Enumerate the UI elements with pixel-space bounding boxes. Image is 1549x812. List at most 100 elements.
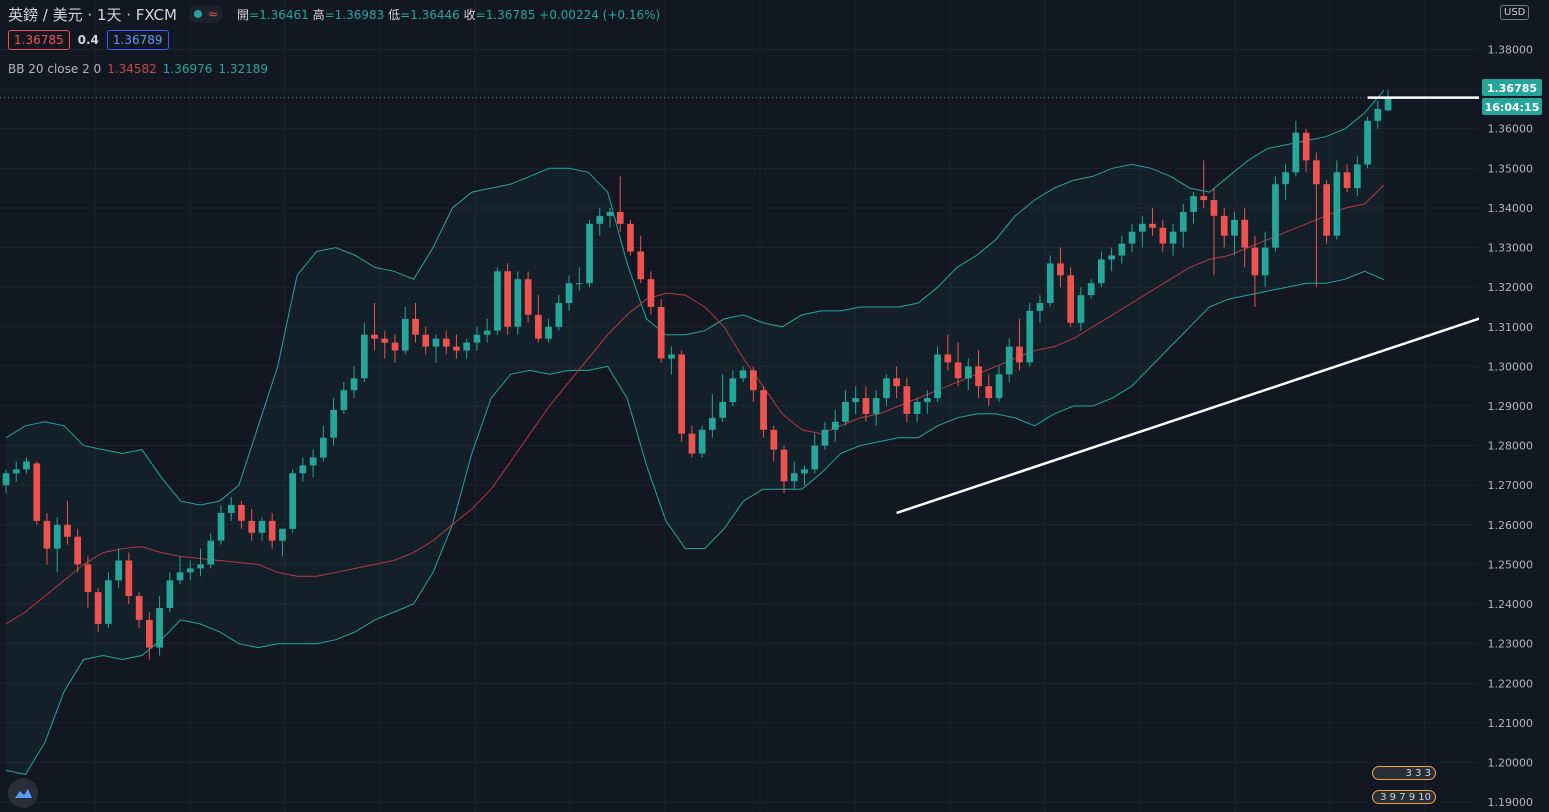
candle-body	[1190, 196, 1197, 212]
bollinger-label: BB 20 close 2 0	[8, 62, 102, 76]
candle-body	[217, 512, 225, 541]
ohlc-values: 開=1.36461 高=1.36983 低=1.36446 收=1.36785 …	[237, 6, 660, 23]
candle-body	[647, 279, 655, 307]
candle-body	[637, 251, 645, 280]
candle-body	[248, 520, 256, 533]
candle-body	[64, 524, 71, 537]
candle-body	[1200, 196, 1208, 201]
bid-ask: 1.36785 0.4 1.36789	[8, 30, 169, 50]
y-tick-label: 1.38000	[1488, 44, 1534, 57]
candle-body	[53, 524, 61, 549]
candle-body	[381, 338, 389, 343]
candle-body	[750, 370, 757, 391]
candle-body	[627, 223, 634, 252]
candle-body	[2, 473, 10, 486]
candle-body	[238, 505, 245, 521]
y-tick-label: 1.30000	[1488, 360, 1534, 373]
candle-body	[924, 398, 931, 403]
y-tick-label: 1.32000	[1488, 281, 1534, 294]
candle-body	[729, 378, 737, 403]
price-axis-background	[1479, 0, 1549, 812]
candle-body	[719, 402, 726, 418]
economic-events-row-2[interactable]: 3 9 7 9 10	[1372, 790, 1436, 804]
symbol-title[interactable]: 英鎊 / 美元 · 1天 · FXCM	[8, 5, 177, 24]
candle-body	[197, 564, 204, 569]
last-price-badge-bg	[1482, 79, 1542, 96]
candle-body	[545, 326, 552, 339]
bollinger-legend[interactable]: BB 20 close 2 0 1.34582 1.36976 1.32189	[8, 62, 268, 76]
grid-lines	[0, 0, 1478, 812]
open-value: =1.36461	[249, 7, 309, 22]
economic-events-row-1[interactable]: 3 3 3	[1372, 766, 1436, 780]
candle-body	[1272, 184, 1279, 248]
y-tick-label: 1.22000	[1488, 677, 1534, 690]
candle-body	[739, 370, 747, 379]
candle-body	[361, 334, 368, 379]
candle-body	[1087, 283, 1095, 296]
tradingview-logo[interactable]	[8, 778, 38, 808]
candle-body	[831, 421, 839, 430]
candle-body	[842, 402, 849, 422]
candle-body	[790, 473, 798, 482]
candle-body	[1046, 263, 1054, 303]
candle-body	[442, 338, 450, 347]
last-price-value: 1.36785	[1487, 82, 1537, 95]
y-tick-label: 1.19000	[1488, 796, 1534, 809]
sell-price-button[interactable]: 1.36785	[8, 30, 70, 50]
cloud-icon	[15, 789, 32, 798]
candle-body	[586, 223, 593, 284]
candle-body	[678, 354, 685, 434]
candle-body	[1241, 219, 1249, 248]
trendlines[interactable]	[896, 96, 1549, 515]
candle-body	[1292, 132, 1300, 173]
candle-body	[176, 572, 184, 581]
bollinger-basis-value: 1.34582	[107, 62, 157, 76]
candle-body	[780, 449, 788, 482]
candle-body	[1374, 108, 1382, 121]
candle-body	[575, 283, 583, 285]
candle-body	[883, 378, 890, 399]
legend-header: 英鎊 / 美元 · 1天 · FXCM ≈ 開=1.36461 高=1.3698…	[8, 4, 660, 24]
y-tick-label: 1.21000	[1488, 717, 1534, 730]
candle-body	[1108, 255, 1115, 260]
candle-body	[1149, 223, 1156, 228]
candle-body	[555, 303, 563, 327]
trendline[interactable]	[896, 216, 1549, 515]
currency-label[interactable]: USD	[1500, 5, 1530, 20]
candle-body	[1384, 97, 1392, 111]
candle-body	[156, 608, 163, 648]
low-value: =1.36446	[400, 7, 460, 22]
candle-body	[975, 366, 982, 387]
last-price-badge: 1.36785 16:04:15	[1482, 79, 1542, 115]
y-tick-label: 1.31000	[1488, 321, 1534, 334]
candle-body	[84, 564, 92, 593]
candle-body	[504, 271, 511, 327]
y-tick-label: 1.26000	[1488, 519, 1534, 532]
candle-body	[1282, 172, 1289, 185]
candle-body	[565, 283, 573, 303]
y-tick-label: 1.29000	[1488, 400, 1534, 413]
candle-body	[1343, 172, 1351, 189]
bar-countdown: 16:04:15	[1485, 101, 1540, 114]
candle-body	[1067, 275, 1074, 323]
candle-body	[371, 334, 378, 339]
candle-body	[1139, 223, 1146, 232]
candle-body	[340, 390, 348, 410]
change-value: +0.00224 (+0.16%)	[539, 7, 661, 22]
open-label: 開	[237, 7, 250, 22]
close-label: 收	[463, 7, 476, 22]
candle-body	[186, 568, 194, 573]
buy-price-button[interactable]: 1.36789	[106, 30, 169, 50]
bollinger-upper-line	[5, 89, 1385, 506]
candle-body	[872, 398, 880, 414]
candle-body	[146, 619, 153, 648]
candle-body	[412, 318, 419, 335]
market-status[interactable]: ≈	[188, 5, 224, 23]
candle-body	[596, 215, 604, 224]
candle-body	[1118, 243, 1126, 256]
candle-body	[12, 469, 20, 474]
candle-body	[893, 378, 900, 387]
countdown-badge-bg	[1482, 98, 1542, 115]
candle-body	[1026, 310, 1034, 363]
